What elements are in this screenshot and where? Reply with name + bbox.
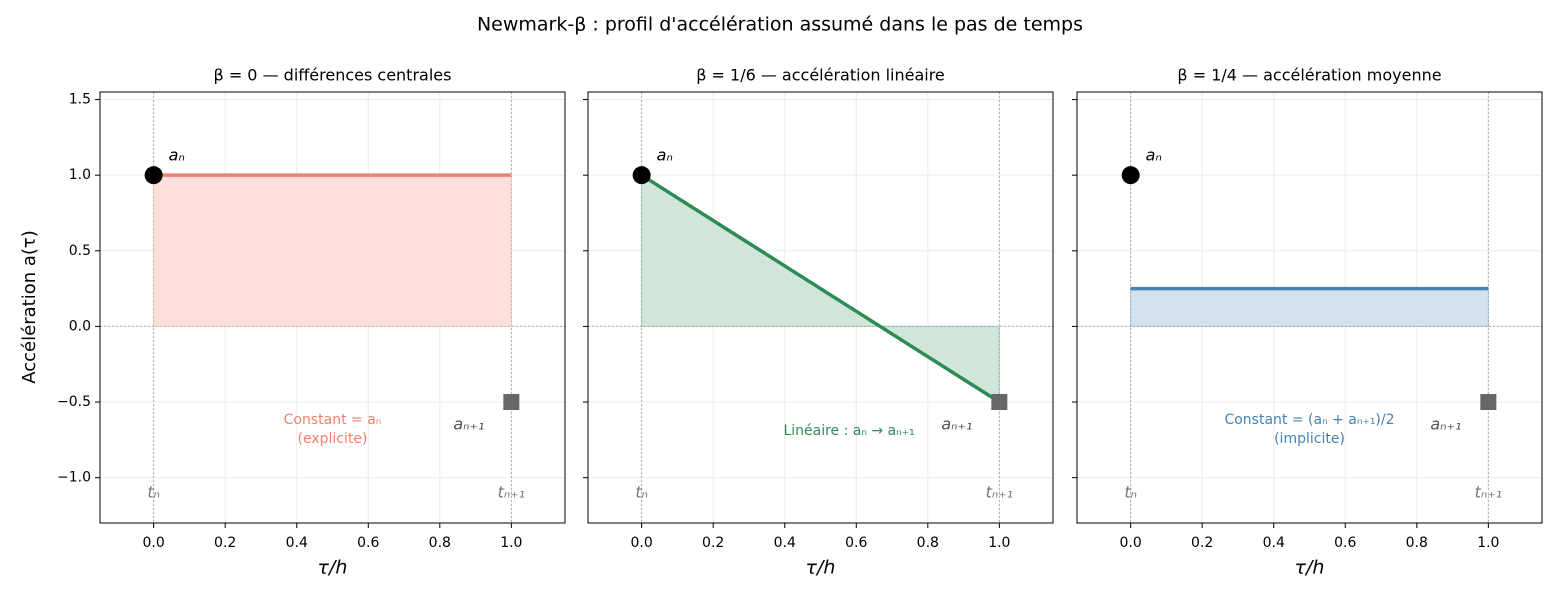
area-fill bbox=[1130, 288, 1489, 327]
panel-title: β = 1/6 — accélération linéaire bbox=[696, 66, 945, 85]
x-tick-label: 0.0 bbox=[143, 535, 165, 551]
y-tick-label: 1.0 bbox=[69, 167, 91, 183]
time-label: tₙ bbox=[1124, 482, 1137, 501]
x-tick-label: 0.2 bbox=[702, 535, 724, 551]
point-marker bbox=[1480, 394, 1497, 411]
point-label: aₙ₊₁ bbox=[1430, 415, 1461, 434]
figure-title: Newmark-β : profil d'accélération assumé… bbox=[477, 14, 1083, 36]
x-tick-label: 1.0 bbox=[1477, 535, 1499, 551]
x-axis-label: τ/h bbox=[318, 557, 348, 579]
time-label: tₙ₊₁ bbox=[498, 482, 526, 501]
y-tick-label: 0.5 bbox=[69, 243, 91, 259]
annotation-line: Linéaire : aₙ → aₙ₊₁ bbox=[783, 423, 914, 439]
x-tick-label: 0.0 bbox=[1120, 535, 1142, 551]
annotation-line: Constant = (aₙ + aₙ₊₁)/2 bbox=[1224, 412, 1394, 428]
time-label: tₙ bbox=[635, 482, 648, 501]
x-tick-label: 0.4 bbox=[1263, 535, 1285, 551]
y-tick-label: −0.5 bbox=[57, 394, 91, 410]
point-marker bbox=[144, 166, 163, 185]
point-label: aₙ bbox=[169, 146, 185, 165]
x-tick-label: 1.0 bbox=[988, 535, 1010, 551]
x-tick-label: 0.2 bbox=[214, 535, 236, 551]
x-tick-label: 1.0 bbox=[500, 535, 522, 551]
time-label: tₙ₊₁ bbox=[986, 482, 1014, 501]
annotation: Linéaire : aₙ → aₙ₊₁ bbox=[783, 423, 914, 439]
x-tick-label: 0.6 bbox=[845, 535, 867, 551]
point-marker bbox=[632, 166, 651, 185]
axes-frame bbox=[1076, 91, 1543, 524]
point-label: aₙ bbox=[1146, 146, 1162, 165]
x-tick-label: 0.2 bbox=[1191, 535, 1213, 551]
annotation-line: Constant = aₙ bbox=[284, 412, 382, 428]
axes-frame bbox=[587, 91, 1054, 524]
axes-frame bbox=[99, 91, 566, 524]
annotation: Constant = aₙ (explicite) bbox=[284, 412, 382, 447]
x-tick-label: 0.4 bbox=[286, 535, 308, 551]
annotation-line: (implicite) bbox=[1274, 431, 1345, 447]
y-tick-label: 1.5 bbox=[69, 92, 91, 108]
y-axis-label: Accélération a(τ) bbox=[19, 230, 40, 383]
acceleration-line bbox=[640, 173, 1001, 404]
time-label: tₙ₊₁ bbox=[1475, 482, 1503, 501]
x-tick-label: 0.6 bbox=[1334, 535, 1356, 551]
panel-title: β = 0 — différences centrales bbox=[214, 66, 452, 85]
time-label: tₙ bbox=[147, 482, 160, 501]
x-tick-label: 0.8 bbox=[1406, 535, 1428, 551]
y-tick-label: 0.0 bbox=[69, 318, 91, 334]
x-axis-label: τ/h bbox=[1295, 557, 1325, 579]
annotation: Constant = (aₙ + aₙ₊₁)/2 (implicite) bbox=[1224, 412, 1394, 447]
panel-title: β = 1/4 — accélération moyenne bbox=[1177, 66, 1441, 85]
area-fill bbox=[153, 174, 512, 327]
x-tick-label: 0.8 bbox=[917, 535, 939, 551]
x-axis-label: τ/h bbox=[806, 557, 836, 579]
x-tick-label: 0.8 bbox=[429, 535, 451, 551]
point-label: aₙ bbox=[657, 146, 673, 165]
y-tick-label: −1.0 bbox=[57, 470, 91, 486]
point-label: aₙ₊₁ bbox=[453, 415, 484, 434]
point-label: aₙ₊₁ bbox=[941, 415, 972, 434]
x-tick-label: 0.6 bbox=[357, 535, 379, 551]
x-tick-label: 0.0 bbox=[631, 535, 653, 551]
annotation-line: (explicite) bbox=[298, 431, 368, 447]
x-tick-label: 0.4 bbox=[774, 535, 796, 551]
point-marker bbox=[991, 394, 1008, 411]
point-marker bbox=[1121, 166, 1140, 185]
point-marker bbox=[503, 394, 520, 411]
